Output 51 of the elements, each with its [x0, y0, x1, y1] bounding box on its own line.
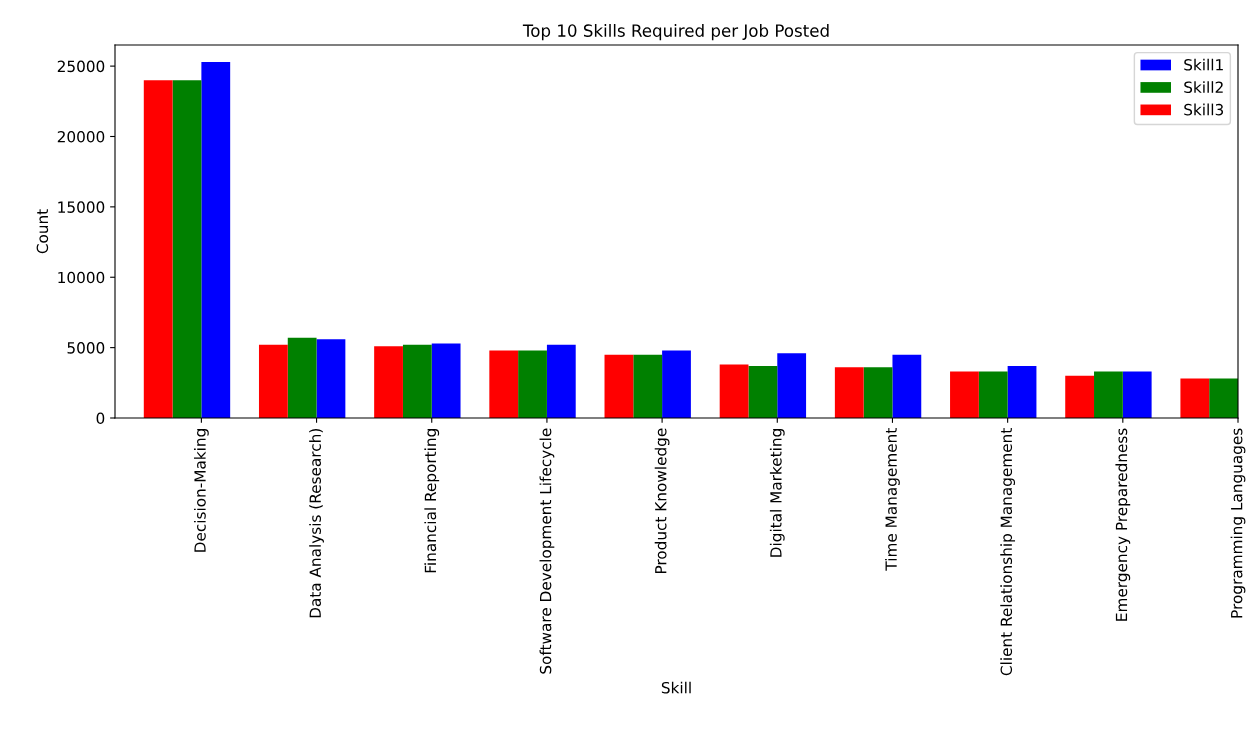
bar: [1065, 375, 1095, 418]
bar: [316, 339, 346, 418]
bar: [1094, 371, 1123, 418]
x-tick-label: Programming Languages: [1230, 428, 1246, 618]
bar: [633, 354, 663, 418]
bar: [604, 354, 634, 418]
bar: [489, 350, 519, 418]
bar: [258, 344, 288, 418]
y-tick-label: 0: [96, 412, 105, 425]
legend-label: Skill2: [1184, 81, 1223, 93]
y-axis-title: Count: [36, 209, 49, 254]
bar: [978, 371, 1008, 418]
bar: [431, 343, 461, 418]
y-tick-label: 5000: [67, 342, 105, 354]
y-tick-label: 10000: [58, 271, 105, 284]
bar: [950, 371, 979, 418]
bar: [1209, 378, 1238, 418]
y-tick-label: 20000: [57, 130, 105, 143]
bar: [1007, 365, 1037, 418]
x-tick-label: Decision-Making: [193, 429, 209, 552]
bar: [287, 337, 317, 418]
legend-label: Skill3: [1184, 103, 1224, 116]
bar: [518, 350, 547, 418]
x-tick-label: Data Analysis (Research): [309, 429, 324, 618]
y-tick-label: 25000: [57, 60, 105, 73]
x-axis-title: Skill: [661, 681, 691, 694]
bar: [719, 364, 749, 418]
bar: [777, 353, 807, 418]
bar: [1122, 371, 1152, 418]
x-tick-label: Product Knowledge: [654, 428, 670, 574]
x-tick-label: Time Management: [885, 428, 900, 571]
legend-label: Skill1: [1184, 58, 1223, 71]
chart-title: Top 10 Skills Required per Job Posted: [522, 24, 829, 41]
y-tick-label: 15000: [58, 201, 105, 213]
x-tick-label: Software Development Lifecycle: [539, 428, 555, 674]
bar: [834, 367, 864, 418]
bar: [892, 354, 922, 418]
bar: [201, 61, 231, 418]
bar: [546, 344, 576, 418]
bar: [143, 80, 173, 418]
x-tick-label: Emergency Preparedness: [1115, 428, 1131, 621]
bar: [863, 367, 893, 418]
x-tick-label: Digital Marketing: [769, 429, 785, 557]
bar: [748, 365, 778, 418]
bar: [1180, 378, 1210, 418]
x-tick-label: Client Relationship Management: [1000, 428, 1016, 676]
bar: [662, 350, 691, 418]
bar: [374, 346, 403, 418]
bar: [402, 344, 432, 418]
x-tick-label: Financial Reporting: [424, 429, 440, 573]
bar: [172, 80, 202, 418]
